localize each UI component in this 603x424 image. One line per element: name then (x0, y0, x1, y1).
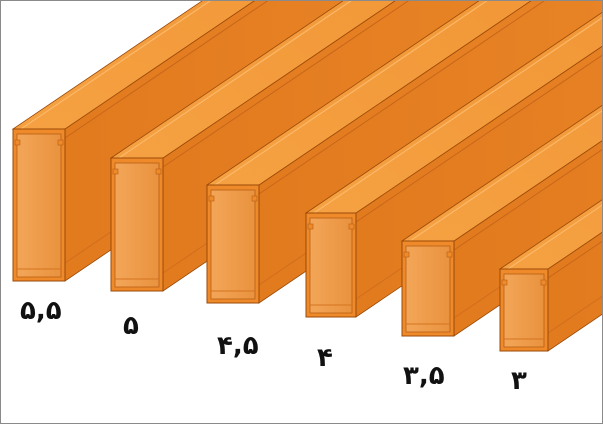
duct-lid-seam (355, 54, 602, 223)
duct-lid-highlight (115, 1, 352, 161)
duct-lid-notch (348, 223, 355, 230)
duct-size-label: ۵,۵ (20, 296, 62, 326)
duct-lid-notch (307, 223, 314, 230)
duct-lid-notch (14, 139, 21, 146)
cable-duct (400, 105, 602, 337)
duct-lid-seam (453, 149, 602, 251)
duct-size-label: ۴ (317, 343, 333, 373)
duct-lid-highlight (211, 1, 488, 188)
duct-size-label: ۵ (123, 311, 139, 341)
duct-lid-seam (64, 1, 269, 139)
duct-inner-opening (503, 273, 545, 348)
duct-lid-notch (251, 195, 258, 202)
duct-lid-seam (258, 1, 545, 195)
duct-size-label: ۴,۵ (217, 331, 259, 361)
duct-lid-notch (155, 168, 162, 175)
duct-lid-notch (540, 279, 547, 286)
duct-inner-opening (114, 162, 160, 288)
duct-inner-opening (309, 217, 353, 314)
duct-inner-opening (210, 189, 256, 300)
duct-lid-highlight (17, 1, 211, 132)
duct-lid-notch (403, 251, 410, 258)
duct-inner-opening (16, 133, 62, 278)
duct-lid-notch (446, 251, 453, 258)
duct-lid-notch (112, 168, 119, 175)
duct-lid-notch (501, 279, 508, 286)
duct-lid-highlight (310, 17, 602, 216)
cable-duct (498, 199, 602, 352)
duct-size-label: ۳ (511, 366, 527, 396)
duct-lid-notch (208, 195, 215, 202)
duct-lid-notch (57, 139, 64, 146)
duct-inner-opening (405, 245, 451, 333)
duct-lid-highlight (406, 110, 602, 244)
duct-lid-seam (162, 1, 409, 168)
duct-size-label: ۳,۵ (403, 361, 445, 391)
